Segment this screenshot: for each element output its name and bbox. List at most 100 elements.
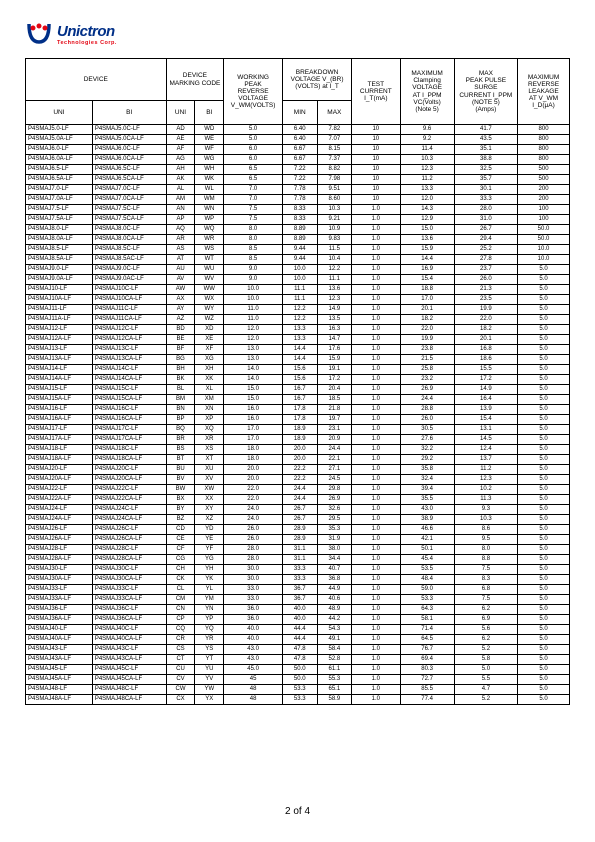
table-cell: AG	[166, 155, 195, 165]
table-cell: 9.3	[454, 505, 517, 515]
table-cell: 100	[518, 215, 570, 225]
page-number: 2 of 4	[0, 806, 595, 817]
table-cell: P4SMAJ11A-LF	[26, 315, 93, 325]
table-cell: 16.7	[282, 385, 317, 395]
table-cell: 1.0	[352, 685, 400, 695]
table-cell: 65.1	[317, 685, 352, 695]
table-cell: 35.7	[454, 175, 517, 185]
table-cell: 5.0	[518, 525, 570, 535]
table-cell: 5.0	[518, 565, 570, 575]
table-cell: 1.0	[352, 305, 400, 315]
table-cell: WW	[195, 285, 224, 295]
table-cell: 9.83	[317, 235, 352, 245]
table-cell: P4SMAJ8.0CA-LF	[92, 235, 166, 245]
table-cell: 10.0	[282, 275, 317, 285]
table-cell: 17.6	[317, 345, 352, 355]
table-cell: 23.7	[454, 265, 517, 275]
table-cell: 23.5	[454, 295, 517, 305]
table-cell: 76.7	[400, 645, 454, 655]
table-cell: BP	[166, 415, 195, 425]
table-cell: 11.0	[224, 315, 283, 325]
table-cell: 1.0	[352, 345, 400, 355]
table-cell: 17.8	[282, 405, 317, 415]
table-cell: 32.4	[400, 475, 454, 485]
logo-text: Unictron Technologies Corp.	[57, 23, 117, 46]
table-cell: P4SMAJ8.5-LF	[26, 245, 93, 255]
table-cell: P4SMAJ12-LF	[26, 325, 93, 335]
table-row: P4SMAJ28-LFP4SMAJ28C-LFCFYF28.031.138.01…	[26, 545, 570, 555]
table-cell: 31.1	[282, 555, 317, 565]
table-cell: P4SMAJ22C-LF	[92, 485, 166, 495]
table-cell: CD	[166, 525, 195, 535]
table-cell: YP	[195, 615, 224, 625]
table-cell: 30.0	[224, 575, 283, 585]
table-cell: 13.7	[454, 455, 517, 465]
table-cell: 7.07	[317, 135, 352, 145]
table-cell: P4SMAJ24A-LF	[26, 515, 93, 525]
table-cell: 33.0	[224, 595, 283, 605]
table-cell: 14.5	[454, 435, 517, 445]
table-cell: 23.2	[400, 375, 454, 385]
table-cell: 10	[352, 155, 400, 165]
table-cell: P4SMAJ48-LF	[26, 685, 93, 695]
table-cell: 18.0	[224, 455, 283, 465]
table-cell: 8.8	[454, 555, 517, 565]
table-cell: 40.0	[282, 615, 317, 625]
table-cell: P4SMAJ8.0C-LF	[92, 225, 166, 235]
table-cell: 30.5	[400, 425, 454, 435]
table-cell: 18.8	[400, 285, 454, 295]
table-cell: 5.0	[518, 345, 570, 355]
table-cell: YQ	[195, 625, 224, 635]
table-row: P4SMAJ10-LFP4SMAJ10C-LFAWWW10.011.113.61…	[26, 285, 570, 295]
header-ppm: MAX PEAK PULSE SURGE CURRENT I_PPM (NOTE…	[454, 59, 517, 125]
table-cell: 14.9	[454, 385, 517, 395]
table-cell: 58.4	[317, 645, 352, 655]
table-cell: BY	[166, 505, 195, 515]
table-cell: 5.0	[518, 645, 570, 655]
table-cell: 27.8	[454, 255, 517, 265]
table-cell: 40.7	[317, 565, 352, 575]
table-cell: 5.0	[518, 555, 570, 565]
table-row: P4SMAJ8.5A-LFP4SMAJ8.5AC-LFATWT8.59.4410…	[26, 255, 570, 265]
table-cell: XS	[195, 445, 224, 455]
table-cell: 43.0	[224, 655, 283, 665]
table-cell: XT	[195, 455, 224, 465]
table-cell: 5.0	[518, 665, 570, 675]
table-cell: 17.0	[224, 435, 283, 445]
table-cell: 22.2	[282, 465, 317, 475]
table-cell: 6.9	[454, 615, 517, 625]
table-cell: 18.5	[317, 395, 352, 405]
table-cell: P4SMAJ48C-LF	[92, 685, 166, 695]
table-cell: 43.0	[224, 645, 283, 655]
table-cell: 85.5	[400, 685, 454, 695]
table-cell: 26.7	[282, 505, 317, 515]
table-cell: 18.2	[454, 325, 517, 335]
table-cell: 50.0	[282, 665, 317, 675]
table-cell: 1.0	[352, 605, 400, 615]
table-cell: P4SMAJ6.5-LF	[26, 165, 93, 175]
table-cell: BM	[166, 395, 195, 405]
table-row: P4SMAJ7.0A-LFP4SMAJ7.0CA-LFAMWM7.07.788.…	[26, 195, 570, 205]
table-cell: 13.6	[317, 285, 352, 295]
table-cell: P4SMAJ11CA-LF	[92, 315, 166, 325]
company-logo: Unictron Technologies Corp.	[25, 20, 570, 48]
table-cell: 28.0	[454, 205, 517, 215]
table-cell: 30.0	[224, 565, 283, 575]
table-cell: 1.0	[352, 425, 400, 435]
table-row: P4SMAJ24A-LFP4SMAJ24CA-LFBZXZ24.026.729.…	[26, 515, 570, 525]
table-row: P4SMAJ5.0A-LFP4SMAJ5.0CA-LFAEWE5.06.407.…	[26, 135, 570, 145]
table-cell: P4SMAJ15C-LF	[92, 385, 166, 395]
table-cell: 5.0	[518, 655, 570, 665]
table-cell: CG	[166, 555, 195, 565]
table-cell: 6.2	[454, 635, 517, 645]
table-cell: P4SMAJ10-LF	[26, 285, 93, 295]
table-cell: 50.0	[518, 225, 570, 235]
table-cell: 29.2	[400, 455, 454, 465]
table-cell: AS	[166, 245, 195, 255]
table-cell: P4SMAJ7.5CA-LF	[92, 215, 166, 225]
table-cell: 1.0	[352, 545, 400, 555]
table-cell: BX	[166, 495, 195, 505]
table-cell: 6.40	[282, 125, 317, 135]
table-row: P4SMAJ9.0A-LFP4SMAJ9.0AC-LFAVWV9.010.011…	[26, 275, 570, 285]
table-cell: YU	[195, 665, 224, 675]
